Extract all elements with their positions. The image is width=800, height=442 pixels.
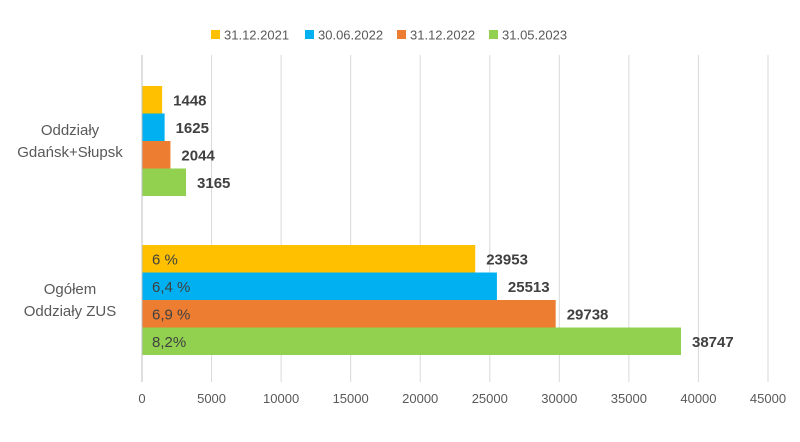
value-label: 2044	[181, 147, 215, 164]
share-label: 6,9 %	[152, 306, 190, 323]
value-label: 1448	[173, 92, 206, 109]
legend-swatch	[397, 30, 406, 39]
axes: 0 5000 10000 15000 20000 25000 30000 35000 40000…	[17, 55, 786, 406]
bar	[142, 300, 556, 328]
category-label: Ogółem	[44, 281, 97, 298]
legend-label: 31.12.2022	[410, 28, 475, 43]
x-tick-label: 10000	[263, 391, 299, 406]
value-label: 38747	[692, 334, 734, 351]
legend-swatch	[211, 30, 220, 39]
category-label: Oddziały ZUS	[24, 303, 117, 320]
share-label: 6,4 %	[152, 279, 190, 296]
legend-label: 31.05.2023	[502, 28, 567, 43]
legend-swatch	[489, 30, 498, 39]
bar	[142, 141, 171, 169]
category-label: Oddziały	[41, 122, 100, 139]
value-label: 25513	[508, 279, 550, 296]
bar	[142, 86, 163, 114]
x-tick-label: 5000	[197, 391, 226, 406]
x-tick-label: 20000	[402, 391, 438, 406]
bar	[142, 113, 165, 141]
x-tick-label: 30000	[541, 391, 577, 406]
legend-label: 31.12.2021	[224, 28, 289, 43]
share-label: 8,2%	[152, 334, 186, 351]
legend-swatch	[305, 30, 314, 39]
bar	[142, 245, 476, 273]
bar	[142, 327, 682, 355]
category-label: Gdańsk+Słupsk	[17, 144, 123, 161]
x-tick-label: 40000	[680, 391, 716, 406]
x-tick-label: 0	[138, 391, 145, 406]
x-tick-label: 35000	[611, 391, 647, 406]
bars	[142, 86, 682, 355]
x-tick-label: 15000	[333, 391, 369, 406]
share-label: 6 %	[152, 251, 178, 268]
value-label: 3165	[197, 175, 230, 192]
x-tick-label: 25000	[472, 391, 508, 406]
gridlines	[211, 55, 769, 382]
value-label: 23953	[486, 251, 528, 268]
x-tick-label: 45000	[750, 391, 786, 406]
data-labels: 1448 1625 2044 3165 23953 6 % 25513 6,4 % 29738 6…	[152, 92, 734, 351]
bar	[142, 168, 187, 196]
legend: 31.12.2021 30.06.2022 31.12.2022 31.05.2023	[211, 28, 567, 43]
value-label: 29738	[567, 306, 609, 323]
bar	[142, 272, 497, 300]
value-label: 1625	[176, 120, 209, 137]
legend-label: 30.06.2022	[318, 28, 383, 43]
